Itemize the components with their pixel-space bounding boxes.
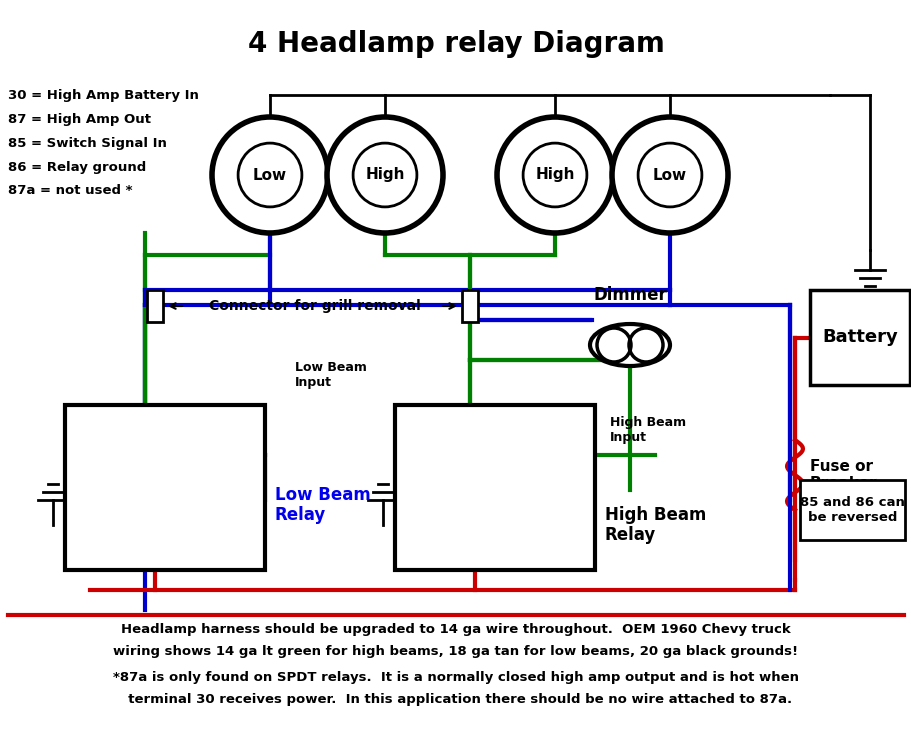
Circle shape xyxy=(611,117,727,233)
Text: 30: 30 xyxy=(155,548,174,562)
Bar xyxy=(394,405,594,570)
Text: 87a: 87a xyxy=(456,453,484,467)
Bar xyxy=(147,290,163,322)
Circle shape xyxy=(327,117,443,233)
Text: 4 Headlamp relay Diagram: 4 Headlamp relay Diagram xyxy=(247,30,664,58)
Text: 85 and 86 can
be reversed: 85 and 86 can be reversed xyxy=(799,496,904,524)
Text: Connector for grill removal: Connector for grill removal xyxy=(209,299,420,313)
Text: High Beam
Relay: High Beam Relay xyxy=(604,505,706,545)
Text: Headlamp harness should be upgraded to 14 ga wire throughout.  OEM 1960 Chevy tr: Headlamp harness should be upgraded to 1… xyxy=(121,623,790,637)
Bar xyxy=(809,290,909,385)
Text: 86: 86 xyxy=(73,513,93,527)
Bar xyxy=(65,405,265,570)
Text: 86 = Relay ground: 86 = Relay ground xyxy=(8,161,146,173)
Text: 85 = Switch Signal In: 85 = Switch Signal In xyxy=(8,136,167,150)
Text: Dimmer: Dimmer xyxy=(592,286,666,304)
Text: Battery: Battery xyxy=(821,328,897,347)
Bar xyxy=(799,480,904,540)
Text: Fuse or
Breaker: Fuse or Breaker xyxy=(809,459,876,491)
Text: -: - xyxy=(893,288,901,308)
Bar xyxy=(462,290,477,322)
Text: wiring shows 14 ga lt green for high beams, 18 ga tan for low beams, 20 ga black: wiring shows 14 ga lt green for high bea… xyxy=(113,645,798,659)
Text: +: + xyxy=(814,289,829,307)
Circle shape xyxy=(211,117,328,233)
Text: Low: Low xyxy=(252,167,287,182)
Text: High: High xyxy=(535,167,574,182)
Text: High Beam
Input: High Beam Input xyxy=(609,416,685,444)
Text: 87a: 87a xyxy=(126,453,154,467)
Text: Low Beam
Input: Low Beam Input xyxy=(294,361,366,389)
Text: High: High xyxy=(364,167,404,182)
Circle shape xyxy=(496,117,612,233)
Text: *87a is only found on SPDT relays.  It is a normally closed high amp output and : *87a is only found on SPDT relays. It is… xyxy=(113,671,798,685)
Text: 87 = High Amp Out: 87 = High Amp Out xyxy=(8,113,151,125)
Text: 30 = High Amp Battery In: 30 = High Amp Battery In xyxy=(8,88,199,102)
Text: 30: 30 xyxy=(485,548,504,562)
Ellipse shape xyxy=(589,324,670,366)
Text: 87: 87 xyxy=(130,418,149,432)
Text: Low: Low xyxy=(652,167,686,182)
Text: terminal 30 receives power.  In this application there should be no wire attache: terminal 30 receives power. In this appl… xyxy=(119,694,792,706)
Text: 87: 87 xyxy=(460,418,479,432)
Text: Low Beam
Relay: Low Beam Relay xyxy=(275,485,371,525)
Text: 87a = not used *: 87a = not used * xyxy=(8,185,132,198)
Text: 85: 85 xyxy=(559,513,579,527)
Text: 85: 85 xyxy=(230,513,250,527)
Text: 86: 86 xyxy=(403,513,422,527)
